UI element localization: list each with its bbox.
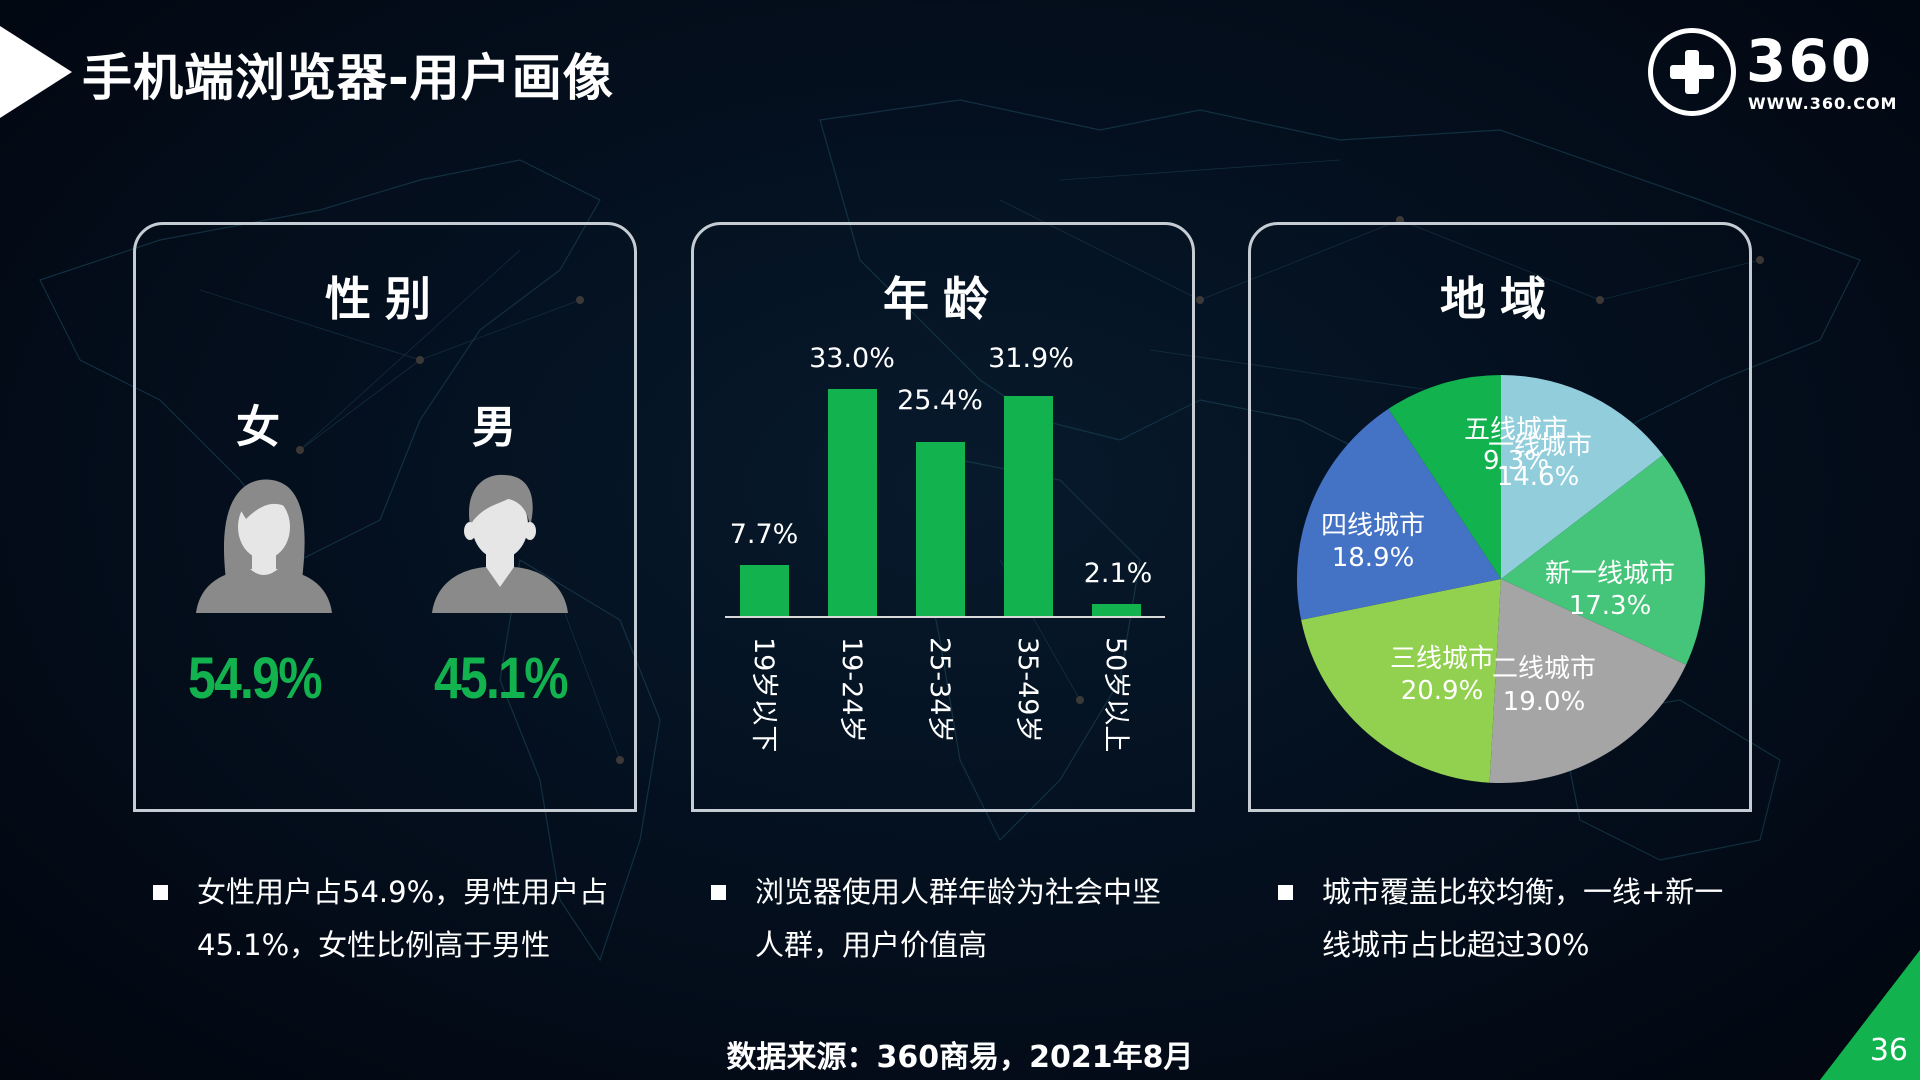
pie-label-tier2-value: 19.0% [1503,687,1586,717]
label-50-plus: 2.1% [1084,558,1153,589]
slice-new-tier1 [1501,455,1705,665]
logo-url-text: WWW.360.COM [1748,94,1898,113]
gender-summary-line2: 45.1%，女性比例高于男性 [197,928,551,962]
region-summary-line1: 城市覆盖比较均衡，一线+新一 [1322,875,1724,909]
slice-tier2 [1489,579,1687,784]
tick-under-19: 19岁以下 [748,637,779,752]
slice-tier3 [1301,579,1501,783]
tick-50-plus: 50岁以上 [1100,637,1131,752]
region-summary: 城市覆盖比较均衡，一线+新一 线城市占比超过30% [1278,866,1723,972]
age-summary-line2: 人群，用户价值高 [755,928,988,962]
gender-panel-title: 性别 [325,272,445,326]
logo-360: 360 WWW.360.COM [1648,28,1898,120]
pie-label-tier5-name: 五线城市 [1464,415,1568,445]
gender-summary-line1: 女性用户占54.9%，男性用户占 [197,875,609,909]
label-35-49: 31.9% [988,343,1074,374]
age-panel: 年龄 7.7% 33.0% 25.4% 31.9% 2.1% 19岁以下 19-… [691,222,1195,812]
bar-under-19 [740,565,789,617]
page-corner-decoration [1820,950,1920,1080]
bullet-square-icon [153,885,168,900]
tick-25-34: 25-34岁 [924,637,955,742]
pie-label-tier3-value: 20.9% [1401,676,1484,706]
region-pie-chart: 一线城市 14.6% 新一线城市 17.3% 二线城市 19.0% 三线城市 2… [1296,375,1705,784]
pie-label-tier3-name: 三线城市 [1390,644,1494,674]
pie-label-tier2-name: 二线城市 [1492,654,1596,684]
page-title: 手机端浏览器-用户画像 [82,49,614,107]
male-percentage: 45.1% [434,646,569,711]
bar-50-plus [1092,604,1141,617]
logo-brand-text: 360 [1746,27,1874,95]
pie-label-new-tier1-value: 17.3% [1569,591,1652,621]
male-avatar-icon [432,474,568,613]
data-source: 数据来源：360商易，2021年8月 [726,1040,1194,1075]
label-under-19: 7.7% [730,519,799,550]
label-25-34: 25.4% [897,385,983,416]
pie-label-tier1-value: 14.6% [1497,462,1580,492]
bullet-square-icon [1278,885,1293,900]
slice-tier1 [1501,375,1663,579]
female-avatar-icon [196,479,332,613]
female-percentage: 54.9% [188,646,323,711]
gender-panel: 性别 女 男 54.9% 45.1% [133,222,637,812]
bullet-square-icon [711,885,726,900]
slice-tier5 [1388,375,1501,579]
bar-35-49 [1004,396,1053,617]
tick-19-24: 19-24岁 [836,637,867,742]
bar-25-34 [916,442,965,617]
title-arrow-icon [0,26,72,118]
age-summary: 浏览器使用人群年龄为社会中坚 人群，用户价值高 [711,866,1161,972]
gender-summary: 女性用户占54.9%，男性用户占 45.1%，女性比例高于男性 [153,866,608,972]
region-panel: 地域 一线城市 14.6% 新一线城市 17.3% 二线城市 19.0% 三线城… [1248,222,1752,812]
bar-19-24 [828,389,877,617]
page-number: 36 [1869,1033,1908,1068]
label-19-24: 33.0% [809,343,895,374]
tick-35-49: 35-49岁 [1012,637,1043,742]
logo-plus-circle-icon [1648,28,1736,116]
region-panel-title: 地域 [1440,272,1560,326]
pie-label-new-tier1-name: 新一线城市 [1545,559,1675,589]
male-label: 男 [472,402,516,453]
age-summary-line1: 浏览器使用人群年龄为社会中坚 [755,875,1162,909]
age-bar-chart: 7.7% 33.0% 25.4% 31.9% 2.1% 19岁以下 19-24岁… [725,343,1165,752]
slice-tier4 [1296,408,1501,620]
female-label: 女 [236,402,280,453]
age-panel-title: 年龄 [883,272,1003,326]
pie-label-tier4-name: 四线城市 [1321,511,1425,541]
pie-label-tier4-value: 18.9% [1332,543,1415,573]
pie-label-tier5-value: 9.3% [1483,446,1549,476]
pie-label-tier1-name: 一线城市 [1488,431,1592,461]
region-summary-line2: 线城市占比超过30% [1322,928,1590,962]
